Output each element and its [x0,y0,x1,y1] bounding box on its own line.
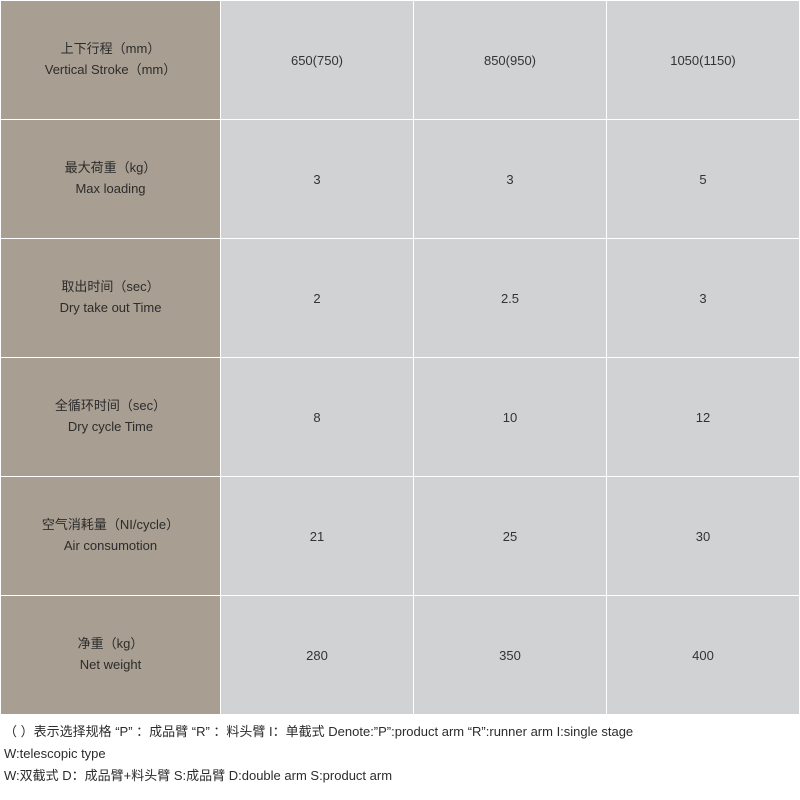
row-label: 取出时间（sec）Dry take out Time [1,239,221,358]
row-label-en: Air consumotion [1,536,220,557]
data-cell: 10 [414,358,607,477]
row-label: 全循环时间（sec）Dry cycle Time [1,358,221,477]
table-row: 全循环时间（sec）Dry cycle Time81012 [1,358,800,477]
table-row: 上下行程（mm）Vertical Stroke（mm）650(750)850(9… [1,1,800,120]
footnote-line-3: W:双截式 D：成品臂+料头臂 S:成品臂 D:double arm S:pro… [4,765,796,787]
data-cell: 350 [414,596,607,715]
data-cell: 3 [607,239,800,358]
data-cell: 21 [221,477,414,596]
data-cell: 5 [607,120,800,239]
data-cell: 850(950) [414,1,607,120]
data-cell: 2 [221,239,414,358]
footnote-line-1: （ ）表示选择规格 “P” ：成品臂 “R” ：料头臂 I：单截式 Denote… [4,721,796,743]
row-label: 净重（kg）Net weight [1,596,221,715]
row-label-cn: 全循环时间（sec） [1,396,220,417]
row-label-cn: 空气消耗量（NI/cycle） [1,515,220,536]
row-label: 最大荷重（kg）Max loading [1,120,221,239]
row-label-en: Vertical Stroke（mm） [1,60,220,81]
data-cell: 2.5 [414,239,607,358]
table-row: 净重（kg）Net weight280350400 [1,596,800,715]
row-label-en: Max loading [1,179,220,200]
row-label-en: Dry take out Time [1,298,220,319]
data-cell: 8 [221,358,414,477]
data-cell: 1050(1150) [607,1,800,120]
row-label-cn: 净重（kg） [1,634,220,655]
data-cell: 30 [607,477,800,596]
row-label-cn: 取出时间（sec） [1,277,220,298]
row-label-cn: 上下行程（mm） [1,39,220,60]
data-cell: 280 [221,596,414,715]
row-label-en: Dry cycle Time [1,417,220,438]
table-row: 取出时间（sec）Dry take out Time22.53 [1,239,800,358]
spec-table-container: 上下行程（mm）Vertical Stroke（mm）650(750)850(9… [0,0,800,787]
row-label-cn: 最大荷重（kg） [1,158,220,179]
row-label: 空气消耗量（NI/cycle）Air consumotion [1,477,221,596]
spec-table: 上下行程（mm）Vertical Stroke（mm）650(750)850(9… [0,0,800,715]
data-cell: 25 [414,477,607,596]
footnote: （ ）表示选择规格 “P” ：成品臂 “R” ：料头臂 I：单截式 Denote… [0,715,800,787]
data-cell: 12 [607,358,800,477]
data-cell: 3 [221,120,414,239]
data-cell: 650(750) [221,1,414,120]
row-label: 上下行程（mm）Vertical Stroke（mm） [1,1,221,120]
data-cell: 400 [607,596,800,715]
table-row: 最大荷重（kg）Max loading335 [1,120,800,239]
footnote-line-2: W:telescopic type [4,743,796,765]
table-row: 空气消耗量（NI/cycle）Air consumotion212530 [1,477,800,596]
data-cell: 3 [414,120,607,239]
row-label-en: Net weight [1,655,220,676]
